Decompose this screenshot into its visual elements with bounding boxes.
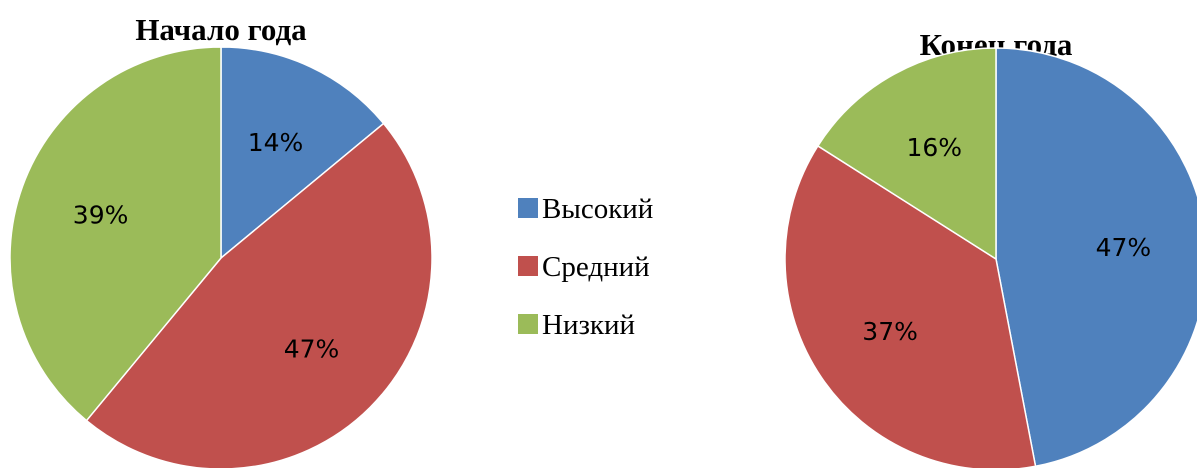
pie-slice-medium bbox=[85, 122, 433, 468]
pie-slice-low bbox=[816, 47, 997, 261]
legend-label-low: Низкий bbox=[542, 309, 635, 341]
pie-slice-labels: 47% 37% 16% bbox=[862, 133, 1151, 346]
pie-label-medium: 47% bbox=[284, 335, 340, 364]
pie-label-low: 16% bbox=[907, 133, 963, 162]
pie-slices bbox=[784, 47, 1197, 468]
legend-swatch-high bbox=[518, 198, 538, 218]
legend-item-medium: Средний bbox=[518, 251, 650, 283]
legend-item-low: Низкий bbox=[518, 309, 635, 341]
pie-slice-labels: 14% 47% 39% bbox=[73, 128, 339, 363]
legend: Высокий Средний Низкий bbox=[518, 193, 653, 341]
pie-slices bbox=[9, 46, 433, 468]
pie-chart-start-of-year: Начало года 14% 47% 39% bbox=[9, 12, 433, 468]
legend-swatch-medium bbox=[518, 256, 538, 276]
legend-item-high: Высокий bbox=[518, 193, 653, 225]
pie-label-medium: 37% bbox=[862, 317, 918, 346]
pie-slice-medium bbox=[784, 144, 1037, 468]
legend-label-medium: Средний bbox=[542, 251, 650, 283]
pie-label-low: 39% bbox=[73, 201, 129, 230]
legend-swatch-low bbox=[518, 314, 538, 334]
chart-title: Начало года bbox=[135, 12, 307, 47]
legend-label-high: Высокий bbox=[542, 193, 653, 225]
pie-label-high: 14% bbox=[248, 128, 304, 157]
pie-slice-low bbox=[9, 46, 222, 422]
pie-slice-high bbox=[995, 47, 1197, 468]
pie-label-high: 47% bbox=[1096, 233, 1152, 262]
pie-chart-end-of-year: Конец года 47%37%16% bbox=[784, 27, 1197, 468]
pie-slice-high bbox=[220, 46, 385, 260]
